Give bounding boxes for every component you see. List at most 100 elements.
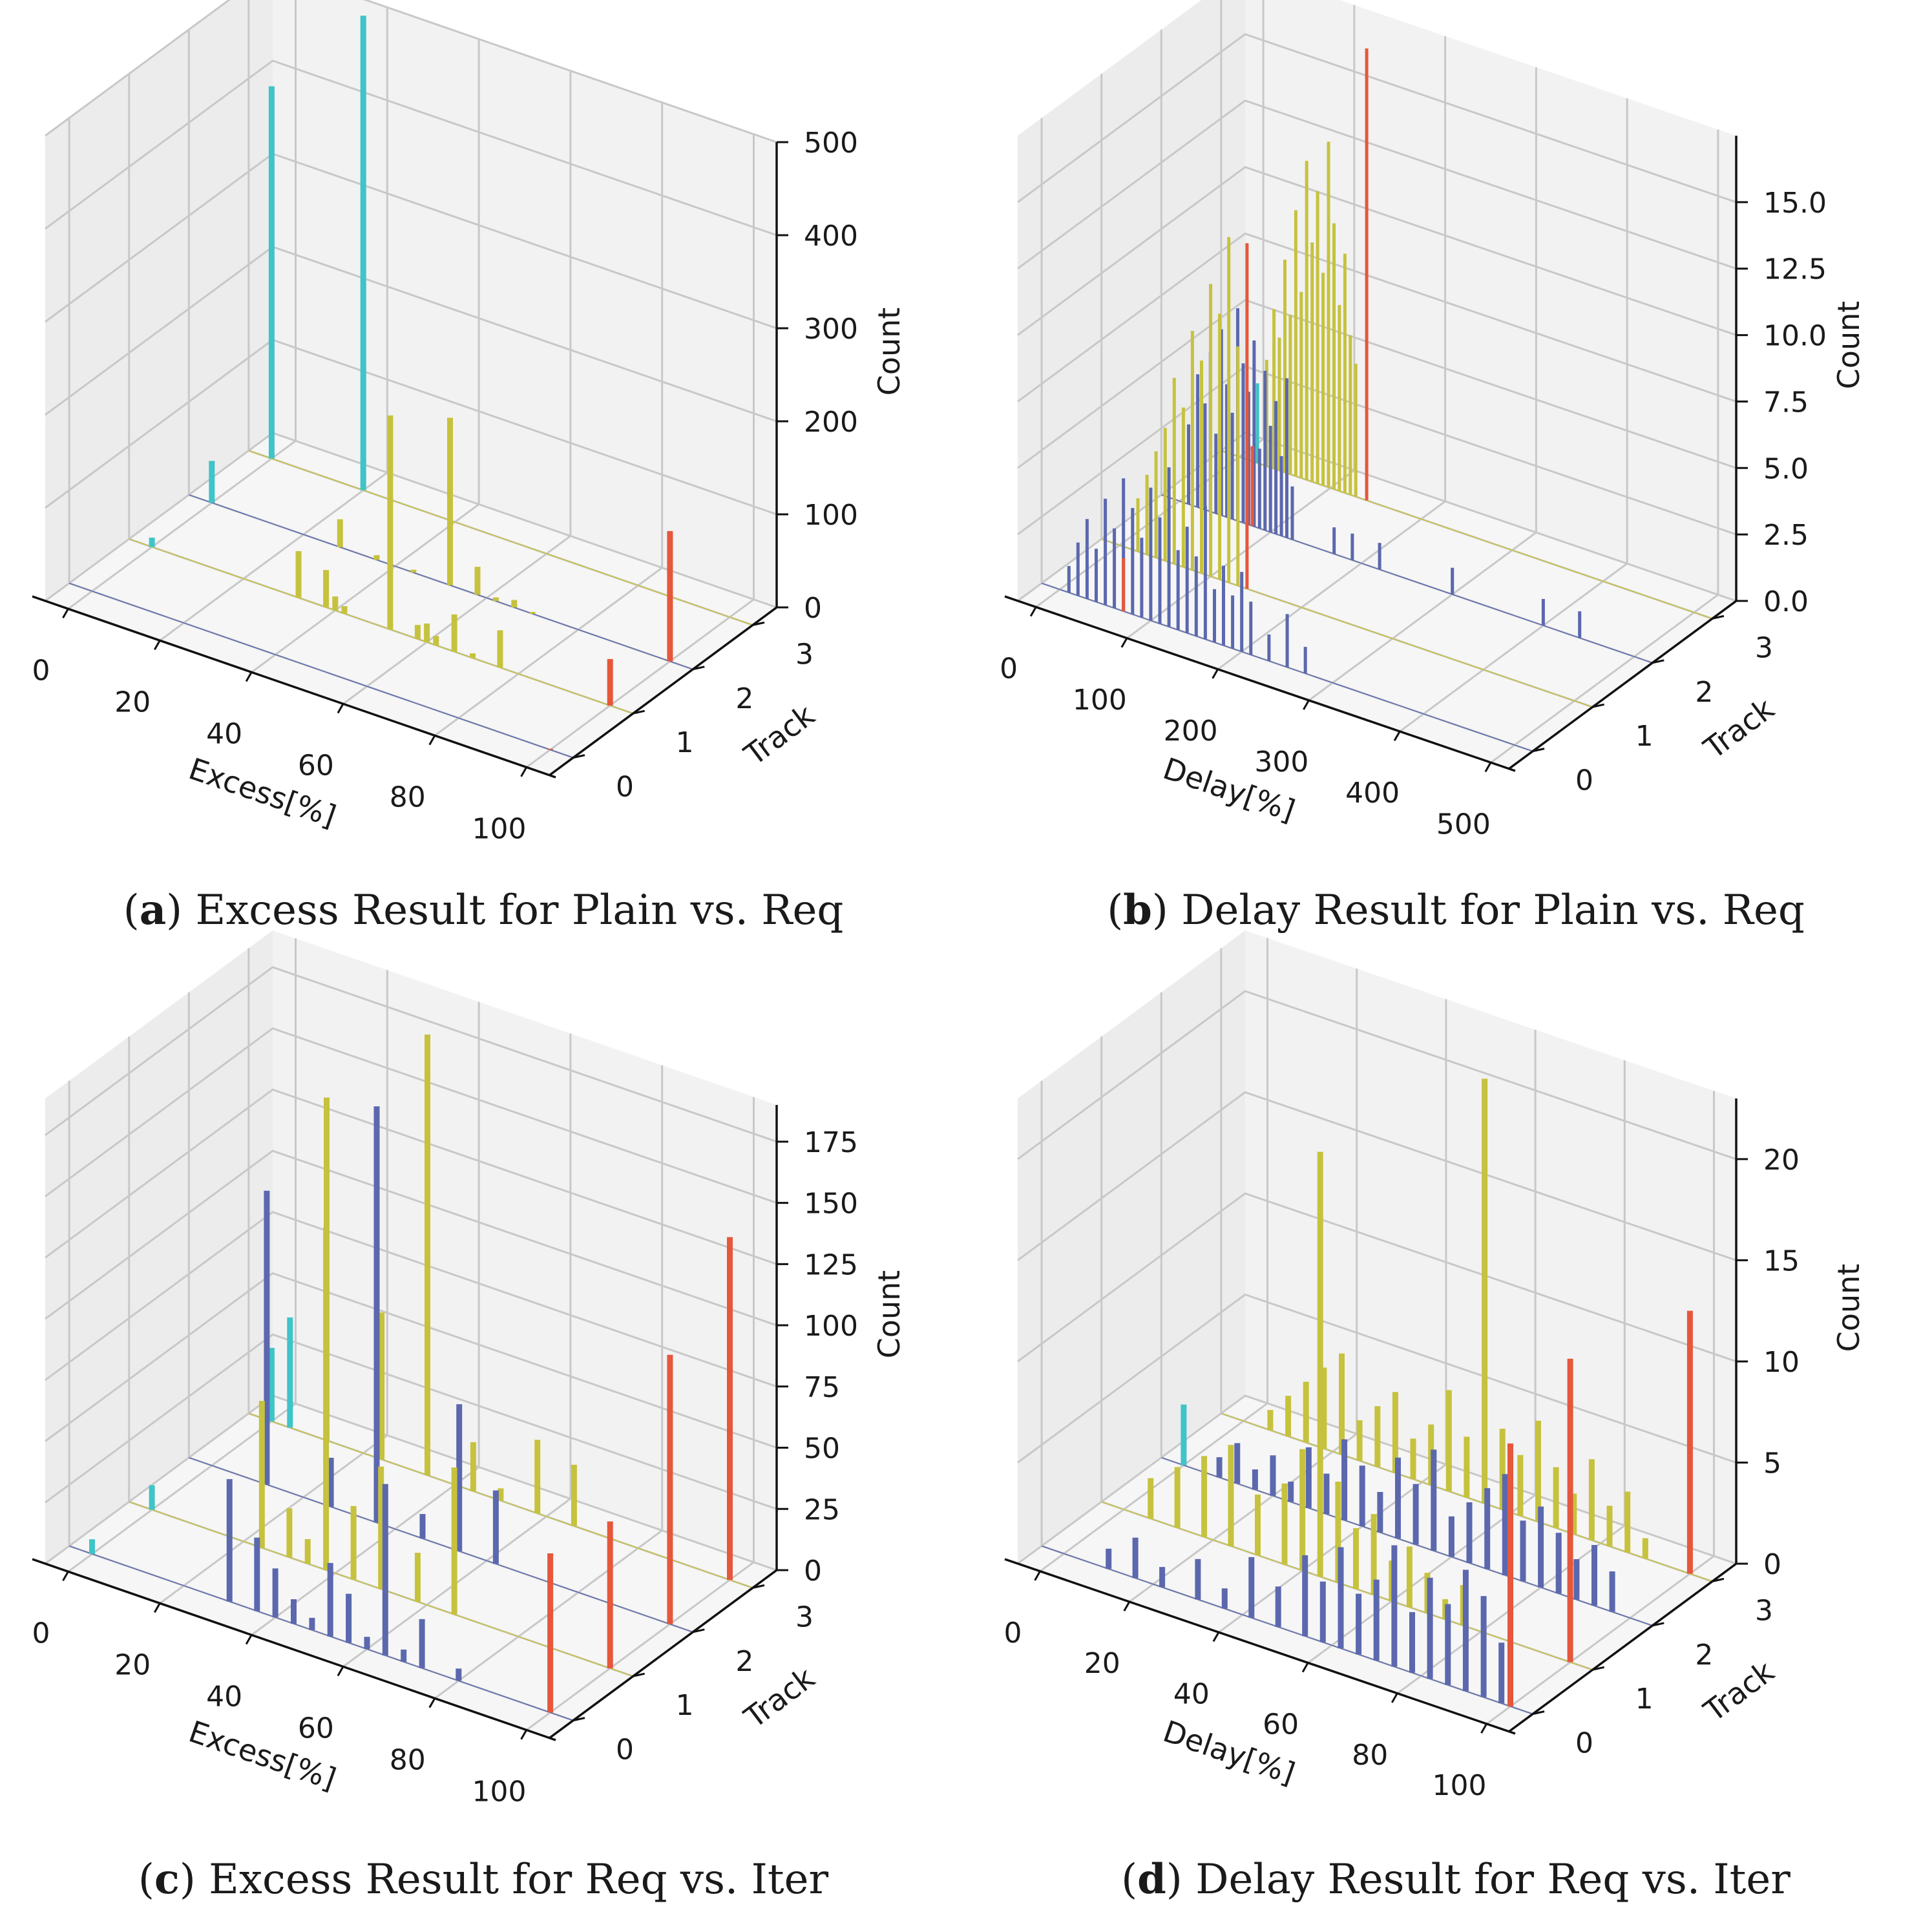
axes [32, 1105, 778, 1741]
bar-track-0 [309, 1617, 315, 1630]
bar-track-2 [492, 1490, 499, 1564]
bar-track-0 [1131, 508, 1135, 614]
bar-track-2 [1225, 384, 1229, 518]
bar-track-1 [1317, 1151, 1323, 1577]
x-tick-label: 40 [1173, 1677, 1210, 1710]
x-tick [1303, 700, 1310, 710]
z-tick-label: 5.0 [1763, 452, 1809, 485]
bar-track-0 [1076, 542, 1080, 596]
bar-track-0 [1427, 1577, 1433, 1679]
z-axis-title: Count [1831, 1264, 1866, 1352]
x-axis-line [32, 1558, 556, 1741]
bar-track-1 [1201, 1456, 1208, 1537]
bar-track-0 [346, 1593, 352, 1643]
grid-line-z [1017, 432, 1737, 602]
bar-track-2 [667, 1354, 673, 1624]
bar-track-3 [1445, 1390, 1452, 1491]
z-tick-label: 12.5 [1763, 253, 1827, 286]
z-tick-label: 10 [1763, 1346, 1800, 1379]
z-ticks: 0 100 200 300 400 500 [777, 127, 858, 625]
bar-track-1 [1154, 451, 1158, 558]
bar-track-0 [1195, 1559, 1201, 1600]
z-tick-label: 150 [804, 1188, 858, 1221]
bar-track-2 [1502, 1474, 1508, 1575]
bar-track-3 [1316, 191, 1319, 484]
caption-text: Delay Result for Plain vs. Req [1168, 887, 1805, 934]
bar-track-1 [295, 551, 302, 598]
x-ticks: 0 20 40 60 80 100 [32, 608, 527, 846]
bar-track-1 [1370, 1514, 1377, 1595]
x-tick [1391, 1693, 1398, 1703]
x-tick [1123, 1601, 1131, 1612]
bar-track-3 [1294, 210, 1297, 476]
bar-track-2 [1395, 1457, 1401, 1538]
bar-track-0 [226, 1479, 233, 1602]
y-tick [1652, 1622, 1664, 1627]
side-pane [1018, 930, 1245, 1564]
bar-track-3 [1338, 305, 1341, 491]
bar-track-3 [1272, 309, 1276, 469]
bar-track-1 [1163, 428, 1167, 561]
bar-track-3 [1305, 160, 1308, 480]
y-tick-label: 3 [1755, 1594, 1773, 1627]
x-tick [1212, 669, 1219, 679]
bar-track-0 [1275, 1586, 1281, 1627]
bar-track-2 [529, 612, 536, 614]
y-ticks: 0 1 2 3 [572, 621, 814, 804]
bar-track-2 [1196, 374, 1200, 507]
floor-pane [45, 433, 777, 775]
bar-track-2 [410, 569, 417, 572]
z-axis-title: Count [872, 308, 907, 396]
x-tick-label: 20 [114, 1648, 151, 1681]
bar-track-3 [1588, 1459, 1595, 1540]
bar-track-2 [1378, 543, 1381, 570]
back-pane [273, 0, 777, 607]
bar-track-2 [1350, 533, 1354, 560]
bar-track-0 [547, 1553, 554, 1713]
bar-track-0 [254, 1537, 260, 1612]
x-tick [62, 1571, 69, 1582]
x-tick-label: 0 [32, 1617, 50, 1650]
bar-track-0 [1221, 1588, 1228, 1609]
bar-track-3 [1343, 253, 1347, 493]
x-tick-label: 80 [390, 781, 426, 814]
bar-track-2 [1484, 1488, 1491, 1570]
bar-track-0 [1373, 1579, 1380, 1661]
bar-track-2 [456, 1404, 463, 1551]
bar-track-1 [1172, 377, 1176, 564]
x-tick-label: 100 [472, 1776, 527, 1809]
grid-line-z [45, 0, 777, 143]
bar-track-2 [1332, 527, 1336, 554]
axes [1004, 136, 1738, 772]
bar-track-2 [1341, 1439, 1348, 1520]
bar-track-2 [1181, 1404, 1187, 1465]
bar-track-3 [287, 1317, 293, 1428]
bar-track-3 [1299, 291, 1303, 478]
y-ticks: 0 1 2 3 [572, 1584, 814, 1767]
bar-track-2 [419, 1514, 426, 1538]
bar-track-1 [1148, 1478, 1154, 1519]
bar-track-1 [1181, 407, 1185, 567]
bar-track-3 [1464, 1436, 1470, 1498]
bar-track-0 [1095, 549, 1098, 602]
bar-track-2 [209, 461, 215, 503]
bar-track-3 [1354, 363, 1358, 497]
bar-track-1 [1255, 1495, 1261, 1555]
z-tick-label: 10.0 [1763, 320, 1827, 353]
y-tick [1712, 1577, 1725, 1582]
bar-track-0 [1267, 634, 1271, 661]
bar-track-0 [1391, 1545, 1398, 1667]
bar-track-1 [1299, 1449, 1306, 1571]
y-tick [572, 754, 585, 759]
panel-d: 020406080100012305101520Delay[%]TrackCou… [1004, 930, 1866, 1904]
x-ticks: 0 20 40 60 80 100 [1004, 1571, 1487, 1802]
bar-track-0 [1104, 498, 1108, 605]
bar-track-2 [474, 567, 481, 595]
grid-line-z [45, 1333, 777, 1510]
bar-track-3 [1606, 1506, 1613, 1546]
bar-track-0 [1356, 1593, 1362, 1655]
grid [1017, 0, 1737, 764]
floor-pane [1018, 433, 1736, 769]
floor-pane [1018, 1396, 1736, 1732]
bar-track-0 [1248, 1557, 1255, 1618]
